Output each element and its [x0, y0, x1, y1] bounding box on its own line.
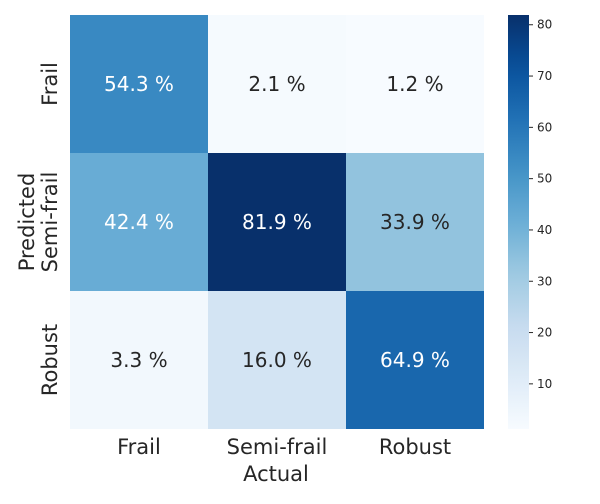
heatmap-cell-label-0-1: 2.1 %: [248, 72, 305, 96]
heatmap-cell-label-0-2: 1.2 %: [386, 72, 443, 96]
x-tick-label-0: Frail: [117, 435, 161, 459]
colorbar-tick-label-6: 70: [537, 69, 552, 83]
heatmap-cell-label-2-0: 3.3 %: [110, 348, 167, 372]
heatmap-cell-label-1-0: 42.4 %: [104, 210, 174, 234]
heatmap-cell-label-2-1: 16.0 %: [242, 348, 312, 372]
colorbar-tick-label-1: 20: [537, 326, 552, 340]
heatmap-cell-2-1: [208, 291, 346, 429]
colorbar-tick-label-2: 30: [537, 274, 552, 288]
x-axis-label: Actual: [243, 462, 309, 486]
y-tick-label-0: Frail: [38, 62, 62, 106]
heatmap-cell-1-1: [208, 153, 346, 291]
heatmap-cells: [70, 15, 484, 429]
colorbar-tick-label-0: 10: [537, 377, 552, 391]
colorbar-tick-label-4: 50: [537, 172, 552, 186]
heatmap-cell-2-0: [70, 291, 208, 429]
heatmap-cell-0-0: [70, 15, 208, 153]
colorbar: [508, 15, 529, 429]
colorbar-tick-label-5: 60: [537, 120, 552, 134]
colorbar-tick-label-3: 40: [537, 223, 552, 237]
heatmap-cell-label-0-0: 54.3 %: [104, 72, 174, 96]
heatmap-cell-1-2: [346, 153, 484, 291]
heatmap-cell-0-2: [346, 15, 484, 153]
y-tick-label-2: Robust: [38, 324, 62, 396]
y-tick-label-1: Semi-frail: [38, 172, 62, 273]
heatmap-cell-label-2-2: 64.9 %: [380, 348, 450, 372]
x-tick-label-1: Semi-frail: [227, 435, 328, 459]
heatmap-cell-0-1: [208, 15, 346, 153]
heatmap-cell-1-0: [70, 153, 208, 291]
colorbar-tick-label-7: 80: [537, 18, 552, 32]
heatmap-cell-label-1-2: 33.9 %: [380, 210, 450, 234]
x-axis-tick-labels: Frail Semi-frail Robust: [117, 435, 451, 459]
heatmap-cell-labels: 54.3 % 2.1 % 1.2 % 42.4 % 81.9 % 33.9 % 3.3 % 1…: [104, 72, 450, 372]
colorbar-tick-labels: 10 20 30 40 50 60 70 80: [529, 18, 552, 391]
y-axis-tick-labels: Frail Semi-frail Robust: [38, 62, 62, 396]
y-axis-label: Predicted: [15, 173, 39, 272]
x-tick-label-2: Robust: [379, 435, 451, 459]
heatmap-cell-label-1-1: 81.9 %: [242, 210, 312, 234]
heatmap-cell-2-2: [346, 291, 484, 429]
